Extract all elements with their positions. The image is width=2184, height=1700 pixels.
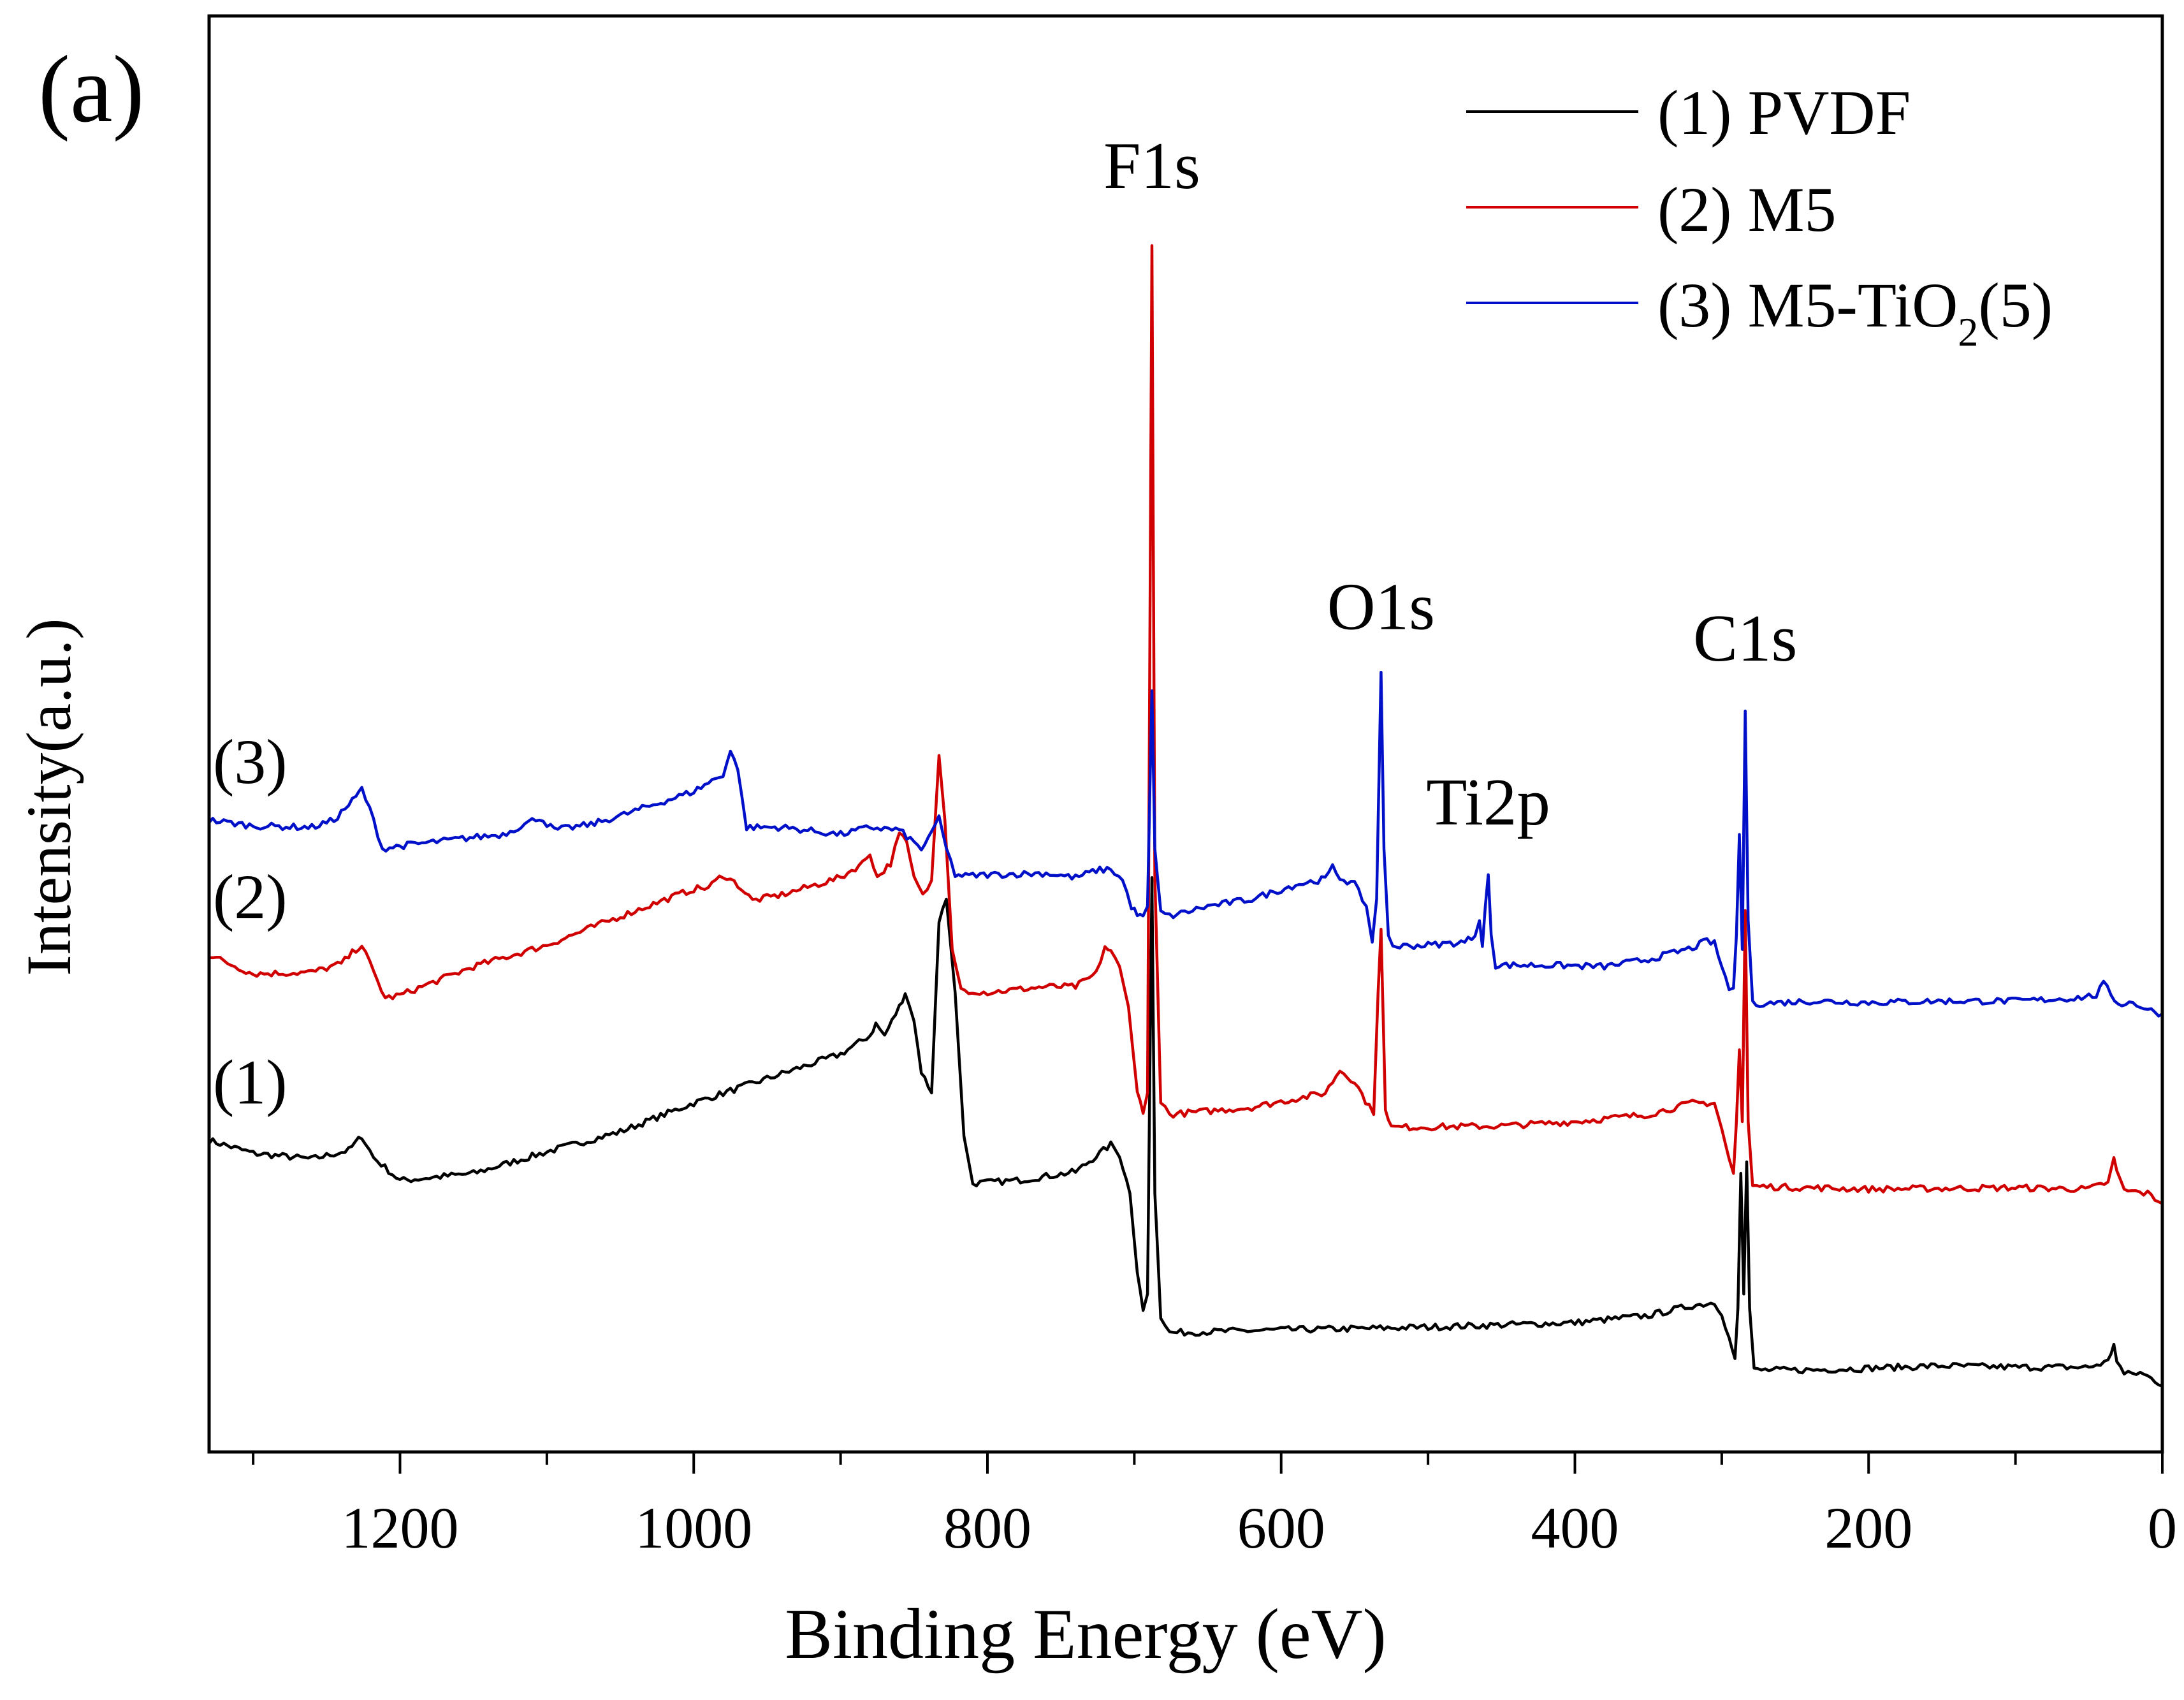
series-label-1: (1)	[213, 1046, 288, 1117]
x-tick-label: 600	[1237, 1495, 1325, 1560]
legend-label-m5: (2) M5	[1657, 174, 1837, 245]
x-axis-label: Binding Energy (eV)	[785, 1595, 1387, 1674]
x-tick-label: 1200	[341, 1495, 458, 1560]
series-line-1	[208, 876, 2163, 1388]
peak-label-ti2p: Ti2p	[1426, 765, 1550, 839]
peak-label-c1s: C1s	[1693, 601, 1797, 675]
x-tick-label: 0	[2148, 1495, 2177, 1560]
legend: (1) PVDF (2) M5 (3) M5-TiO2(5)	[1466, 77, 2053, 355]
series-line-2	[208, 244, 2163, 1205]
x-tick-label: 200	[1824, 1495, 1912, 1560]
series-label-2: (2)	[213, 861, 288, 932]
y-axis-label: Intensity(a.u.)	[13, 619, 84, 976]
labels-layer: (1) (2) (3) F1s O1s Ti2p C1s	[213, 128, 1797, 1117]
x-tick-label: 400	[1531, 1495, 1619, 1560]
peak-label-o1s: O1s	[1327, 569, 1435, 644]
legend-label-m5-tio2: (3) M5-TiO2(5)	[1657, 270, 2053, 355]
series-label-3: (3)	[213, 726, 288, 797]
x-tick-label: 1000	[635, 1495, 752, 1560]
legend-label-pvdf: (1) PVDF	[1657, 77, 1911, 148]
panel-label: (a)	[38, 36, 144, 142]
series-layer	[208, 244, 2164, 1388]
x-axis-ticks: 1200 1000 800 600 400 200 0	[252, 1452, 2177, 1560]
x-tick-label: 800	[943, 1495, 1031, 1560]
peak-label-f1s: F1s	[1103, 128, 1200, 203]
series-line-3	[208, 670, 2164, 1018]
plot-frame	[207, 14, 2164, 1454]
